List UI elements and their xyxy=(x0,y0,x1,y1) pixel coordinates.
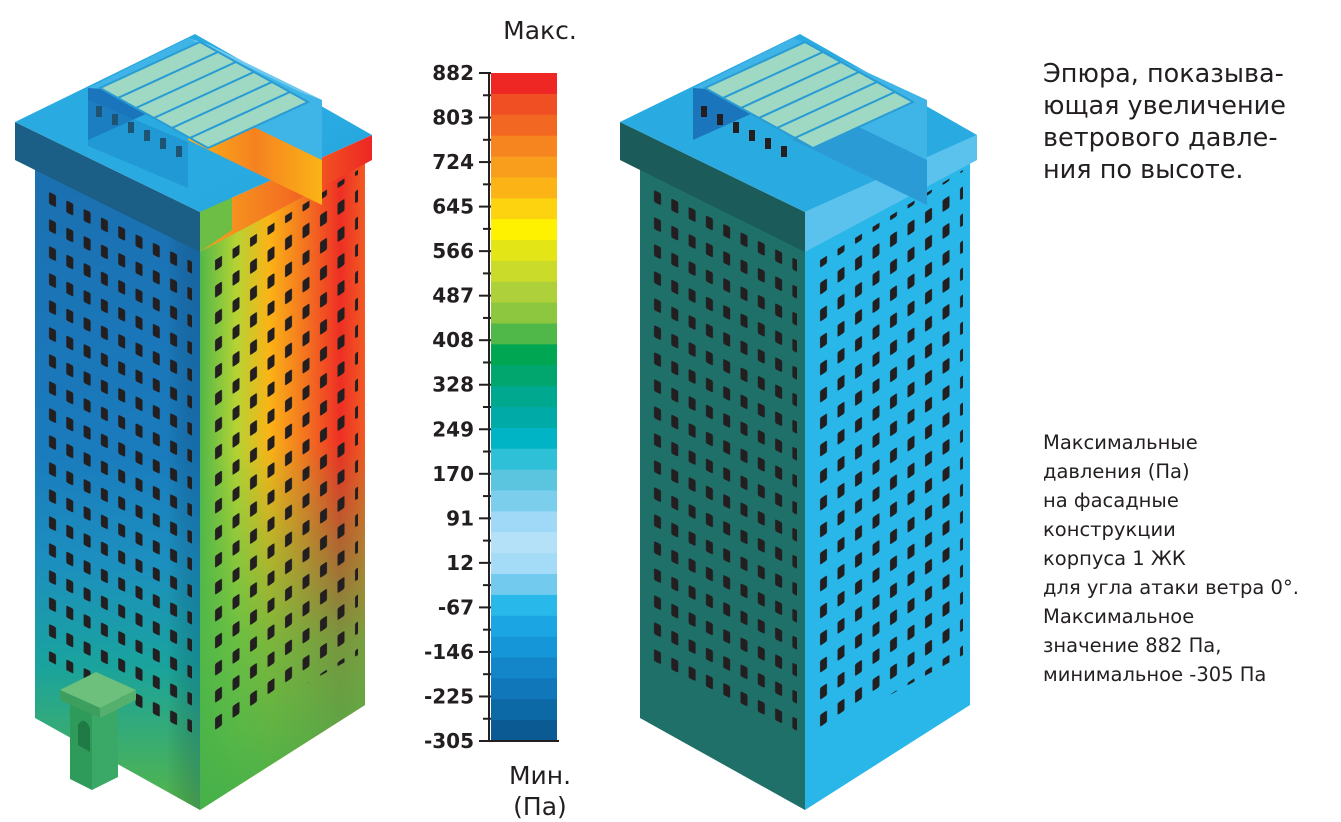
color-band xyxy=(491,240,557,262)
caption-line: минимальное -305 Па xyxy=(1043,663,1267,686)
color-band xyxy=(491,365,557,387)
color-band xyxy=(491,553,557,575)
scale-tick-label: 566 xyxy=(432,239,474,263)
color-band xyxy=(491,511,557,533)
color-band xyxy=(491,323,557,345)
color-band xyxy=(491,156,557,178)
scale-max-label: Макс. xyxy=(503,16,577,45)
color-band xyxy=(491,302,557,325)
caption-line: давления (Па) xyxy=(1043,460,1190,483)
scale-tick-label: -305 xyxy=(424,729,474,753)
color-band xyxy=(491,448,557,471)
roof-machinery xyxy=(88,38,322,205)
building-plain-model xyxy=(620,34,977,810)
scale-tick-label: -225 xyxy=(424,684,474,708)
color-scale-legend: 882 803 724 645 566 487 408 328 249 170 91 12 -67 -14… xyxy=(424,61,559,753)
entrance-portal xyxy=(60,672,136,790)
scale-tick-label: 882 xyxy=(432,61,474,85)
color-band xyxy=(491,574,557,596)
color-band xyxy=(491,469,557,492)
scale-tick-label: 249 xyxy=(432,417,474,441)
color-band xyxy=(491,490,557,512)
diagram-title: Эпюра, показыва- ющая увеличение ветрово… xyxy=(1043,58,1333,186)
color-band xyxy=(491,93,557,116)
building2-roof-machinery xyxy=(693,38,927,205)
color-band xyxy=(491,198,557,220)
color-band xyxy=(491,532,557,554)
caption-line: корпуса 1 ЖК xyxy=(1043,547,1186,570)
scale-tick-label: 12 xyxy=(446,551,474,575)
caption-line: конструкции xyxy=(1043,518,1176,541)
caption-line: Максимальные xyxy=(1043,431,1198,454)
title-line: ния по высоте. xyxy=(1043,155,1244,185)
color-band xyxy=(491,260,557,283)
color-band xyxy=(491,344,557,366)
color-band xyxy=(491,699,557,721)
scale-min-label: Мин. xyxy=(508,761,572,790)
color-band xyxy=(491,386,557,408)
color-scale-bands xyxy=(491,73,557,742)
left-windows xyxy=(47,180,192,735)
color-band xyxy=(491,407,557,429)
scale-tick-label: 170 xyxy=(432,462,474,486)
right-windows xyxy=(212,170,358,735)
color-scale-ticks: 882 803 724 645 566 487 408 328 249 170 91 12 -67 -14… xyxy=(424,61,491,753)
color-band xyxy=(491,219,557,241)
color-band xyxy=(491,615,557,638)
scale-tick-label: 408 xyxy=(432,328,474,352)
title-line: Эпюра, показыва- xyxy=(1043,59,1284,89)
color-band xyxy=(491,594,557,617)
color-band xyxy=(491,636,557,659)
scale-tick-label: 91 xyxy=(446,506,474,530)
building-pressure-map xyxy=(15,34,372,810)
color-band xyxy=(491,135,557,158)
caption-line: на фасадные xyxy=(1043,489,1179,512)
building2-left-windows xyxy=(652,180,797,735)
title-line: ветрового давле- xyxy=(1043,123,1278,153)
diagram-caption: Максимальные давления (Па) на фасадные к… xyxy=(1043,428,1341,689)
caption-line: Максимальное xyxy=(1043,605,1195,628)
scale-tick-label: -67 xyxy=(438,595,474,619)
color-band xyxy=(491,73,557,95)
color-band xyxy=(491,177,557,199)
scale-tick-label: 803 xyxy=(432,106,474,130)
caption-line: для угла атаки ветра 0°. xyxy=(1043,576,1299,599)
scale-tick-label: 724 xyxy=(432,150,474,174)
scale-tick-label: 645 xyxy=(432,195,474,219)
color-band xyxy=(491,657,557,679)
title-line: ющая увеличение xyxy=(1043,91,1286,121)
caption-line: значение 882 Па, xyxy=(1043,634,1222,657)
scale-tick-label: -146 xyxy=(424,640,474,664)
color-band xyxy=(491,281,557,304)
scale-tick-label: 328 xyxy=(432,373,474,397)
scale-tick-label: 487 xyxy=(432,284,474,308)
color-band xyxy=(491,720,557,742)
scale-unit-label: (Па) xyxy=(513,792,567,821)
color-band xyxy=(491,114,557,137)
color-band xyxy=(491,678,557,700)
color-band xyxy=(491,427,557,450)
building2-right-windows xyxy=(817,170,963,735)
